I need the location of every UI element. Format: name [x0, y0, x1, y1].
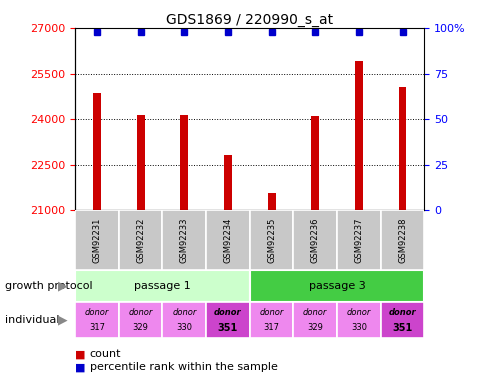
Text: GSM92234: GSM92234	[223, 217, 232, 262]
Text: 330: 330	[176, 323, 192, 332]
Text: GSM92231: GSM92231	[92, 217, 101, 262]
Text: 329: 329	[133, 323, 148, 332]
Bar	[380, 302, 424, 338]
Text: ▶: ▶	[58, 279, 68, 292]
Bar	[311, 116, 318, 210]
Text: passage 1: passage 1	[134, 281, 191, 291]
Text: GSM92235: GSM92235	[267, 217, 275, 262]
Text: GSM92236: GSM92236	[310, 217, 319, 263]
Bar	[336, 302, 380, 338]
Text: 317: 317	[263, 323, 279, 332]
Text: donor: donor	[172, 308, 196, 317]
Text: donor: donor	[302, 308, 327, 317]
Text: donor: donor	[346, 308, 370, 317]
Text: GSM92233: GSM92233	[180, 217, 188, 263]
Text: growth protocol: growth protocol	[5, 281, 92, 291]
Text: GSM92238: GSM92238	[397, 217, 406, 263]
Bar	[75, 270, 249, 302]
Text: donor: donor	[259, 308, 283, 317]
Bar	[162, 302, 206, 338]
Bar	[162, 210, 206, 270]
Text: percentile rank within the sample: percentile rank within the sample	[90, 363, 277, 372]
Bar	[224, 155, 231, 210]
Bar	[267, 194, 275, 210]
Bar	[180, 114, 188, 210]
Bar	[75, 210, 119, 270]
Bar	[119, 302, 162, 338]
Text: 329: 329	[307, 323, 322, 332]
Text: donor: donor	[388, 308, 415, 317]
Bar	[206, 302, 249, 338]
Bar	[75, 302, 119, 338]
Text: GSM92237: GSM92237	[354, 217, 363, 263]
Bar	[249, 210, 293, 270]
Text: passage 3: passage 3	[308, 281, 365, 291]
Text: ■: ■	[75, 350, 86, 359]
Text: ▶: ▶	[58, 313, 68, 326]
Bar	[293, 210, 336, 270]
Bar	[293, 302, 336, 338]
Text: donor: donor	[85, 308, 109, 317]
Bar	[354, 62, 362, 210]
Text: GSM92232: GSM92232	[136, 217, 145, 262]
Bar	[206, 210, 249, 270]
Text: 330: 330	[350, 323, 366, 332]
Text: ■: ■	[75, 363, 86, 372]
Bar	[398, 87, 406, 210]
Title: GDS1869 / 220990_s_at: GDS1869 / 220990_s_at	[166, 13, 333, 27]
Bar	[249, 302, 293, 338]
Bar	[119, 210, 162, 270]
Text: 317: 317	[89, 323, 105, 332]
Bar	[136, 114, 144, 210]
Text: 351: 351	[392, 322, 412, 333]
Text: donor: donor	[128, 308, 152, 317]
Bar	[380, 210, 424, 270]
Text: individual: individual	[5, 315, 59, 325]
Text: count: count	[90, 350, 121, 359]
Bar	[336, 210, 380, 270]
Text: 351: 351	[217, 322, 238, 333]
Bar	[249, 270, 424, 302]
Text: donor: donor	[214, 308, 241, 317]
Bar	[93, 93, 101, 210]
